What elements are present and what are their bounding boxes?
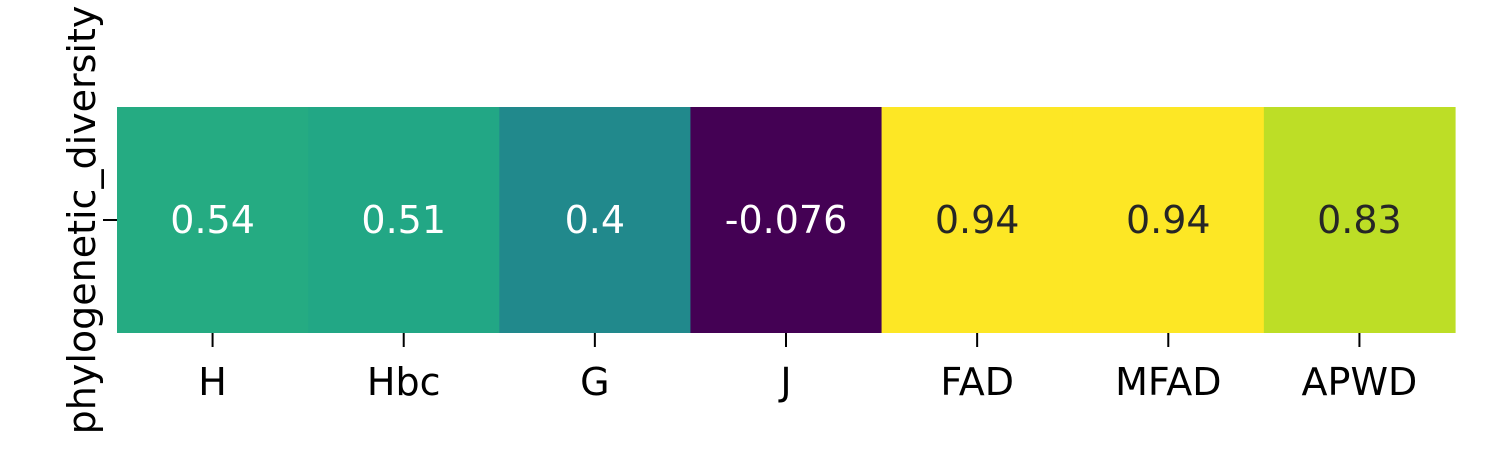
- heatmap-cell-fad: [881, 107, 1074, 333]
- cell-value-label: 0.83: [1317, 198, 1402, 242]
- cell-value-label: 0.94: [1126, 198, 1211, 242]
- x-tick-label: Hbc: [367, 360, 441, 404]
- heatmap-cell-g: [499, 107, 692, 333]
- x-tick-label: MFAD: [1115, 360, 1221, 404]
- cell-value-label: 0.4: [565, 198, 625, 242]
- heatmap-cell-hbc: [308, 107, 500, 333]
- heatmap-cell-apwd: [1263, 107, 1456, 333]
- heatmap-cell-mfad: [1072, 107, 1265, 333]
- cell-value-label: -0.076: [725, 198, 848, 242]
- x-axis-ticks: H Hbc G J FAD MFAD APWD: [198, 333, 1417, 404]
- y-axis-label: phylogenetic_diversity: [60, 6, 104, 435]
- cell-value-label: 0.94: [935, 198, 1020, 242]
- x-tick-label: G: [580, 360, 609, 404]
- cell-value-label: 0.54: [170, 198, 255, 242]
- cell-value-label: 0.51: [361, 198, 446, 242]
- x-tick-label: J: [778, 360, 791, 404]
- heatmap-cells: 0.54 0.51 0.4 -0.076 0.94 0.94 0.83: [117, 107, 1456, 333]
- heatmap-cell-h: [117, 107, 309, 333]
- heatmap-cell-j: [690, 107, 883, 333]
- x-tick-label: APWD: [1302, 360, 1418, 404]
- y-axis: phylogenetic_diversity: [60, 6, 117, 435]
- x-tick-label: H: [198, 360, 227, 404]
- x-tick-label: FAD: [940, 360, 1014, 404]
